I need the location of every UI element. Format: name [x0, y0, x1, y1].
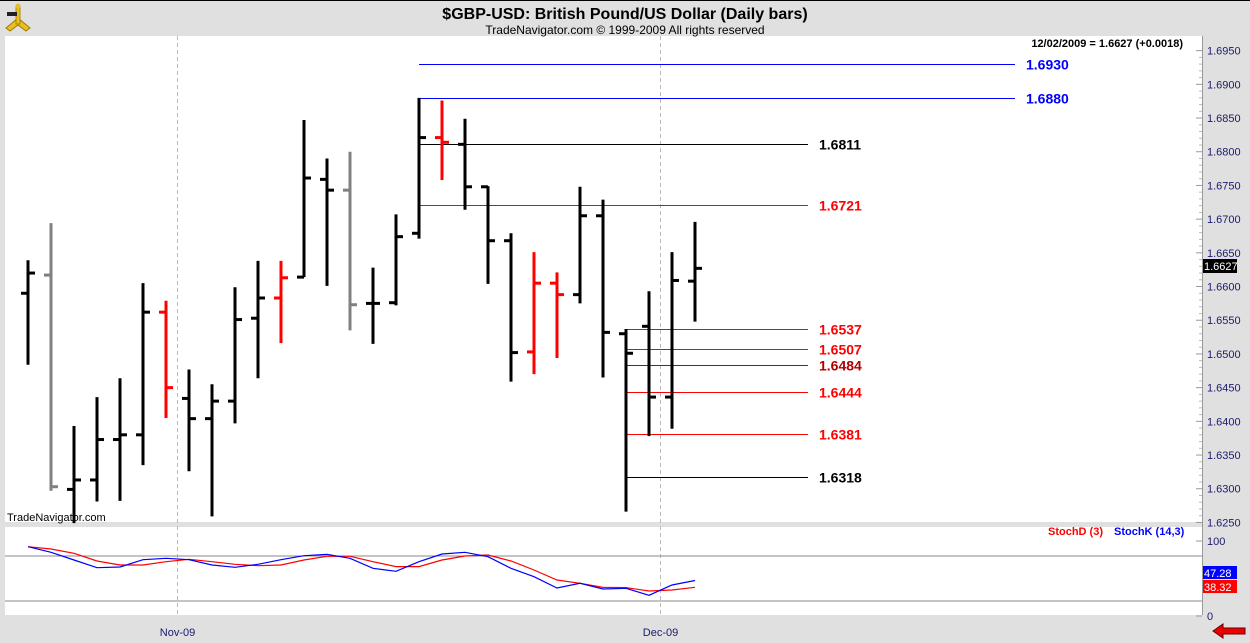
x-tick-label: Nov-09 [160, 627, 195, 639]
ohlc-bar [136, 283, 150, 466]
ohlc-bar [527, 252, 541, 375]
back-button[interactable] [1212, 623, 1246, 639]
level-label: 1.6537 [819, 322, 862, 338]
level-label: 1.6318 [819, 470, 862, 486]
x-tick-label: Dec-09 [643, 627, 678, 639]
y-tick-label: 1.6250 [1207, 517, 1241, 529]
red-left-arrow-icon[interactable] [1212, 623, 1246, 639]
ohlc-bar [458, 118, 472, 210]
level-label: 1.6381 [819, 427, 862, 443]
stochk-value: 47.28 [1204, 568, 1232, 580]
y-tick-label: 1.6850 [1207, 113, 1241, 125]
ohlc-bar [320, 158, 334, 286]
level-label: 1.6484 [819, 358, 862, 374]
ohlc-bar [665, 252, 679, 429]
y-tick-label: 1.6550 [1207, 315, 1241, 327]
legend-stochk: StochK (14,3) [1114, 526, 1185, 538]
ohlc-bar [251, 260, 265, 379]
y-tick-label: 1.6350 [1207, 450, 1241, 462]
ohlc-bar [228, 287, 242, 424]
stoch-y-tick-label: 0 [1207, 611, 1213, 623]
ohlc-bar [90, 397, 104, 502]
stochk-value-badge [1203, 566, 1237, 579]
ohlc-bar [389, 214, 403, 306]
level-label: 1.6507 [819, 342, 862, 358]
y-tick-label: 1.6800 [1207, 147, 1241, 159]
ohlc-bar [297, 120, 311, 279]
ohlc-bar [596, 199, 610, 378]
legend-stochd: StochD (3) [1048, 526, 1103, 538]
chart-title: $GBP-USD: British Pound/US Dollar (Daily… [442, 6, 807, 23]
y-tick-label: 1.6900 [1207, 79, 1241, 91]
stoch-y-tick-label: 100 [1207, 536, 1225, 548]
ohlc-bar [481, 185, 495, 284]
ohlc-bar [67, 426, 81, 524]
ohlc-bar [366, 267, 380, 344]
level-label: 1.6930 [1026, 57, 1069, 73]
current-price-label: 1.6627 [1204, 261, 1238, 273]
y-tick-label: 1.6600 [1207, 282, 1241, 294]
ohlc-bar [113, 378, 127, 501]
ohlc-bar [182, 369, 196, 472]
y-tick-label: 1.6300 [1207, 484, 1241, 496]
top-border [0, 0, 1250, 1]
ohlc-bar [21, 260, 35, 365]
y-tick-label: 1.6750 [1207, 180, 1241, 192]
ohlc-bar [159, 300, 173, 418]
stochd-value: 38.32 [1204, 582, 1232, 594]
ohlc-bar [205, 384, 219, 517]
ohlc-bar [504, 233, 518, 382]
watermark: TradeNavigator.com [7, 512, 106, 524]
stochd-value-badge [1203, 580, 1237, 593]
stoch-line-k [27, 546, 696, 596]
ohlc-bar [44, 223, 58, 491]
y-tick-label: 1.6500 [1207, 349, 1241, 361]
level-label: 1.6811 [819, 137, 861, 153]
level-label: 1.6444 [819, 385, 862, 401]
ohlc-bar [573, 186, 587, 304]
y-tick-label: 1.6650 [1207, 248, 1241, 260]
last-quote: 12/02/2009 = 1.6627 (+0.0018) [1031, 38, 1183, 50]
y-tick-label: 1.6700 [1207, 214, 1241, 226]
chart-subtitle: TradeNavigator.com © 1999-2009 All right… [485, 23, 764, 37]
ohlc-bar [550, 272, 564, 358]
ohlc-bar [274, 260, 288, 344]
ohlc-bar [435, 100, 449, 181]
ohlc-bar [688, 221, 702, 322]
ohlc-bar [412, 97, 426, 239]
y-tick-label: 1.6450 [1207, 383, 1241, 395]
y-tick-label: 1.6400 [1207, 416, 1241, 428]
ohlc-bar [619, 329, 633, 512]
stochastic-panel [5, 527, 1202, 615]
level-label: 1.6721 [819, 198, 862, 214]
ohlc-bar [343, 151, 357, 331]
y-tick-label: 1.6950 [1207, 46, 1241, 58]
level-label: 1.6880 [1026, 91, 1069, 107]
sextant-icon [5, 3, 31, 32]
current-price-marker [1203, 259, 1237, 273]
ohlc-bar [642, 291, 656, 437]
